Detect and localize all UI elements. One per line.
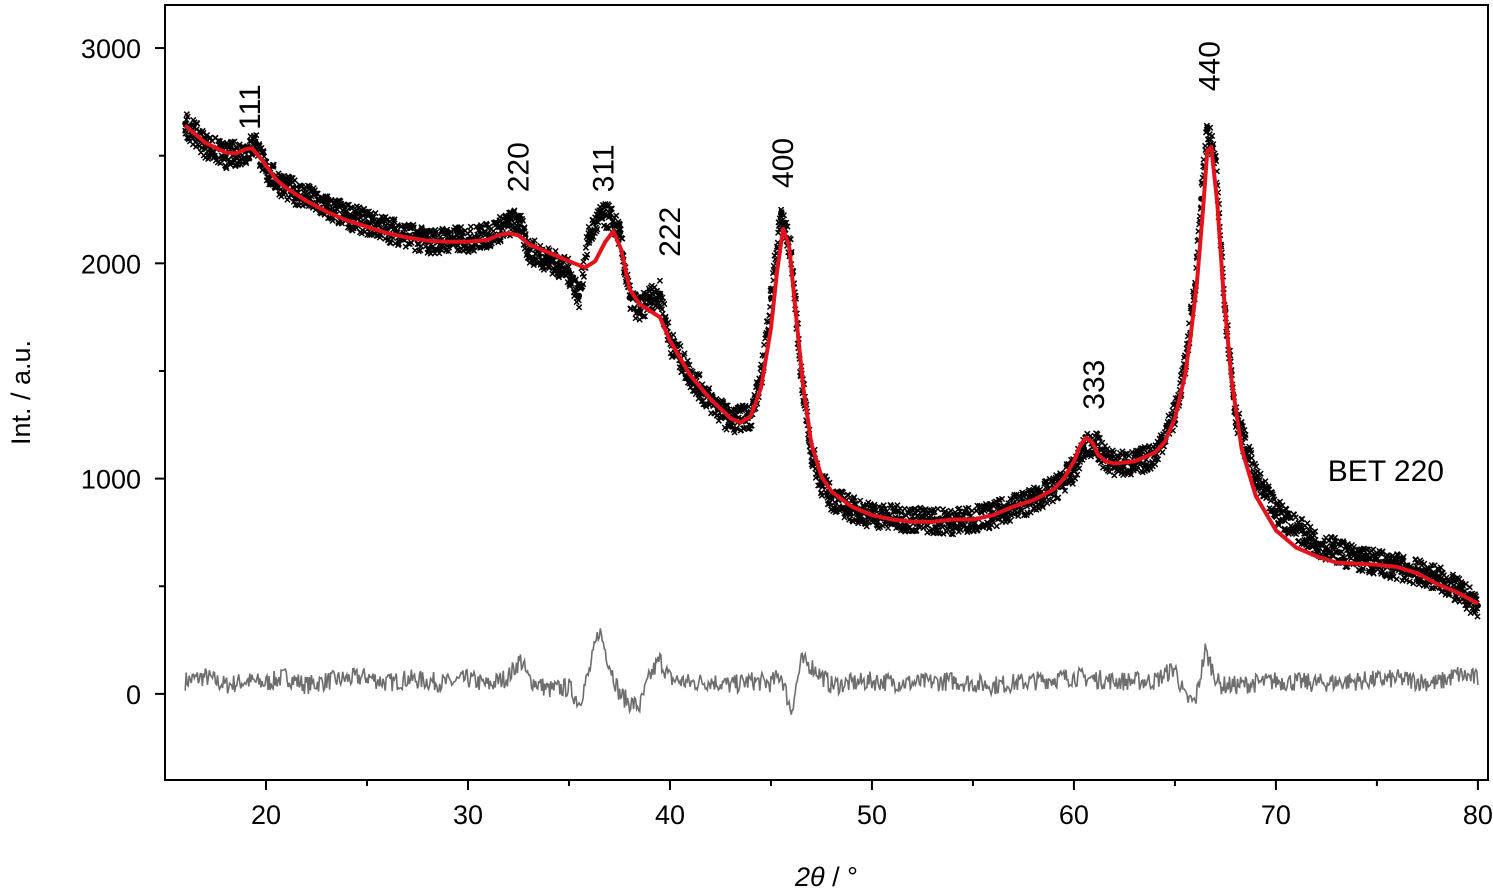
observed-point [1353,555,1360,562]
peak-label-400: 400 [767,138,800,188]
difference-curve [184,628,1479,715]
peak-label-111: 111 [234,84,267,130]
peak-label-333: 333 [1078,360,1111,410]
y-axis-title: Int. / a.u. [6,340,36,445]
observed-point [576,292,583,299]
observed-point [828,494,835,501]
observed-point [606,212,613,219]
observed-point [505,221,512,228]
observed-points-group [182,111,1481,620]
y-tick-label: 1000 [81,465,141,495]
x-tick-label: 30 [453,800,483,830]
observed-point [778,210,785,217]
x-tick-label: 80 [1463,800,1493,830]
peak-label-311: 311 [587,144,620,192]
x-tick-label: 40 [655,800,685,830]
observed-point [656,290,663,297]
observed-point [596,215,603,222]
observed-point [252,139,259,146]
observed-point [363,219,370,226]
peak-label-222: 222 [654,207,687,257]
x-axis-symbol: 2θ [794,862,825,892]
peak-label-220: 220 [502,142,535,192]
plot-frame [164,4,1489,781]
observed-point [1313,540,1320,547]
x-tick-label: 50 [857,800,887,830]
sample-annotation: BET 220 [1328,455,1444,488]
observed-point [1252,475,1259,482]
observed-point [1204,126,1211,133]
fit-curve-group [183,124,1479,606]
observed-point [626,294,633,301]
observed-point [616,230,623,237]
observed-point [515,217,522,224]
observed-point [485,232,492,239]
peak-labels-group: 111 220 311 222 400 333 440 [234,41,1226,410]
observed-point [636,307,643,314]
observed-point [1081,445,1088,452]
observed-point [586,232,593,239]
y-tick-label: 2000 [81,249,141,279]
x-tick-label: 70 [1261,800,1291,830]
observed-point [646,294,653,301]
observed-point [565,268,572,275]
observed-point [343,212,350,219]
observed-point [525,247,532,254]
difference-curve-group [184,628,1479,715]
observed-point [1272,507,1279,514]
x-axis-unit: / ° [825,862,858,892]
y-tick-label: 3000 [81,34,141,64]
x-axis-title: 2θ / ° [794,862,858,892]
axes-group: 20 30 40 50 60 70 80 0 1000 2000 3000 [81,34,1493,830]
x-tick-label: 60 [1059,800,1089,830]
x-tick-label: 20 [251,800,281,830]
peak-label-440: 440 [1193,41,1226,91]
y-tick-label: 0 [126,680,141,710]
observed-point [384,225,391,232]
observed-points [182,111,1481,620]
observed-point [1434,574,1441,581]
observed-point [545,256,552,263]
observed-point [1070,467,1077,473]
fit-curve [183,124,1479,606]
